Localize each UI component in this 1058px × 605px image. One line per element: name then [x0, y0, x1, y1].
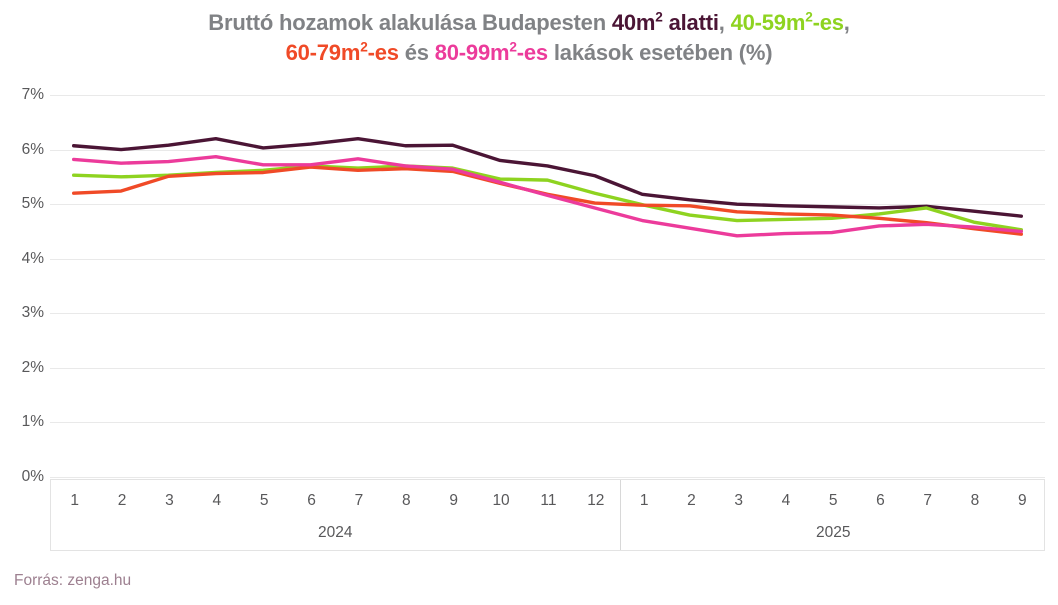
title-series-3: 60-79m2-es	[286, 40, 399, 65]
y-axis-tick-label: 2%	[21, 358, 44, 376]
x-axis-month-label: 12	[587, 492, 605, 509]
title-plain-2: lakások esetében (%)	[547, 40, 773, 65]
source-note: Forrás: zenga.hu	[14, 572, 132, 589]
title-series-2-text: 40-59m	[730, 10, 806, 35]
gridline	[50, 367, 1045, 369]
x-axis-year-label: 2025	[815, 524, 851, 541]
series-line	[71, 136, 1024, 218]
x-axis-year-group: 1 2 3 4 5 6 7 8 9 2025	[619, 480, 1046, 550]
x-axis-month-label: 7	[923, 492, 933, 509]
x-axis-month-label: 3	[734, 492, 743, 509]
title-series-1-text: 40m	[611, 10, 656, 35]
title-series-1-tail: alatti	[662, 10, 719, 35]
x-axis-month-label: 3	[165, 492, 174, 509]
title-comma-2: ,	[843, 10, 850, 35]
title-series-1-sup: 2	[655, 9, 663, 25]
title-series-2-tail: -es	[812, 10, 844, 35]
x-axis-month-label: 9	[1017, 492, 1027, 509]
title-series-2: 40-59m2-es	[731, 10, 844, 35]
series-line	[71, 165, 1024, 236]
y-axis-tick-label: 3%	[21, 304, 44, 322]
y-axis-tick-label: 6%	[21, 140, 44, 158]
x-axis-year-group: 1 2 3 4 5 6 7 8 9 10 11 12 2024	[51, 480, 620, 550]
x-axis-month-label: 2	[117, 492, 127, 509]
x-axis-month-label: 10	[492, 492, 510, 509]
gridline	[50, 258, 1045, 260]
x-axis-month-label: 2	[687, 492, 696, 509]
x-axis-month-label: 1	[639, 492, 649, 509]
gridline	[50, 313, 1045, 315]
x-axis-month-label: 8	[402, 492, 411, 509]
x-axis-month-label: 5	[828, 492, 838, 509]
gridline	[50, 422, 1045, 424]
page-title: Bruttó hozamok alakulása Budapesten 40m2…	[0, 8, 1058, 68]
x-axis-month-label: 11	[540, 492, 557, 509]
x-axis-year-label: 2024	[318, 524, 353, 541]
gridline	[50, 477, 1045, 478]
y-axis-tick-label: 4%	[21, 249, 44, 267]
x-axis-month-label: 7	[354, 492, 364, 509]
title-series-1: 40m2 alatti	[612, 10, 719, 35]
y-axis-tick-label: 5%	[21, 195, 44, 213]
title-series-2-sup: 2	[805, 9, 813, 25]
title-series-4-text: 80-99m	[434, 40, 510, 65]
title-series-4: 80-99m2-es	[435, 40, 548, 65]
plot-area	[50, 95, 1045, 478]
series-line	[71, 164, 1024, 232]
x-axis-month-label: 9	[449, 492, 458, 509]
x-axis-month-label: 4	[781, 492, 791, 509]
y-axis-tick-label: 7%	[21, 86, 44, 103]
y-axis: 7% 6% 5% 4% 3% 2% 1% 0%	[0, 86, 44, 485]
x-axis-month-row: 1 2 3 4 5 6 7 8 9 10 11 12	[51, 480, 620, 522]
x-axis-month-label: 5	[259, 492, 269, 509]
x-axis-month-row: 1 2 3 4 5 6 7 8 9	[621, 480, 1046, 522]
title-series-3-tail: -es	[367, 40, 399, 65]
title-series-3-sup: 2	[360, 39, 368, 55]
title-conjunction: és	[398, 40, 435, 65]
gridline	[50, 95, 1045, 96]
gridline	[50, 149, 1045, 151]
x-axis-month-label: 1	[70, 492, 79, 509]
x-axis: 1 2 3 4 5 6 7 8 9 10 11 12 2024 1 2 3 4 5 6 7 8 9 2025	[50, 479, 1045, 551]
y-axis-tick-label: 1%	[21, 413, 44, 431]
x-axis-month-label: 6	[876, 492, 885, 509]
title-comma-1: ,	[718, 10, 731, 35]
gridline	[50, 204, 1045, 206]
x-axis-month-label: 6	[307, 492, 316, 509]
title-series-4-tail: -es	[516, 40, 548, 65]
chart-lines	[71, 136, 1024, 238]
title-series-3-text: 60-79m	[285, 40, 361, 65]
y-axis-tick-label: 0%	[21, 468, 44, 485]
series-line	[71, 154, 1024, 238]
title-series-4-sup: 2	[509, 39, 517, 55]
title-plain-1: Bruttó hozamok alakulása Budapesten	[208, 10, 612, 35]
x-axis-month-label: 8	[970, 492, 980, 509]
x-axis-month-label: 4	[212, 492, 222, 509]
